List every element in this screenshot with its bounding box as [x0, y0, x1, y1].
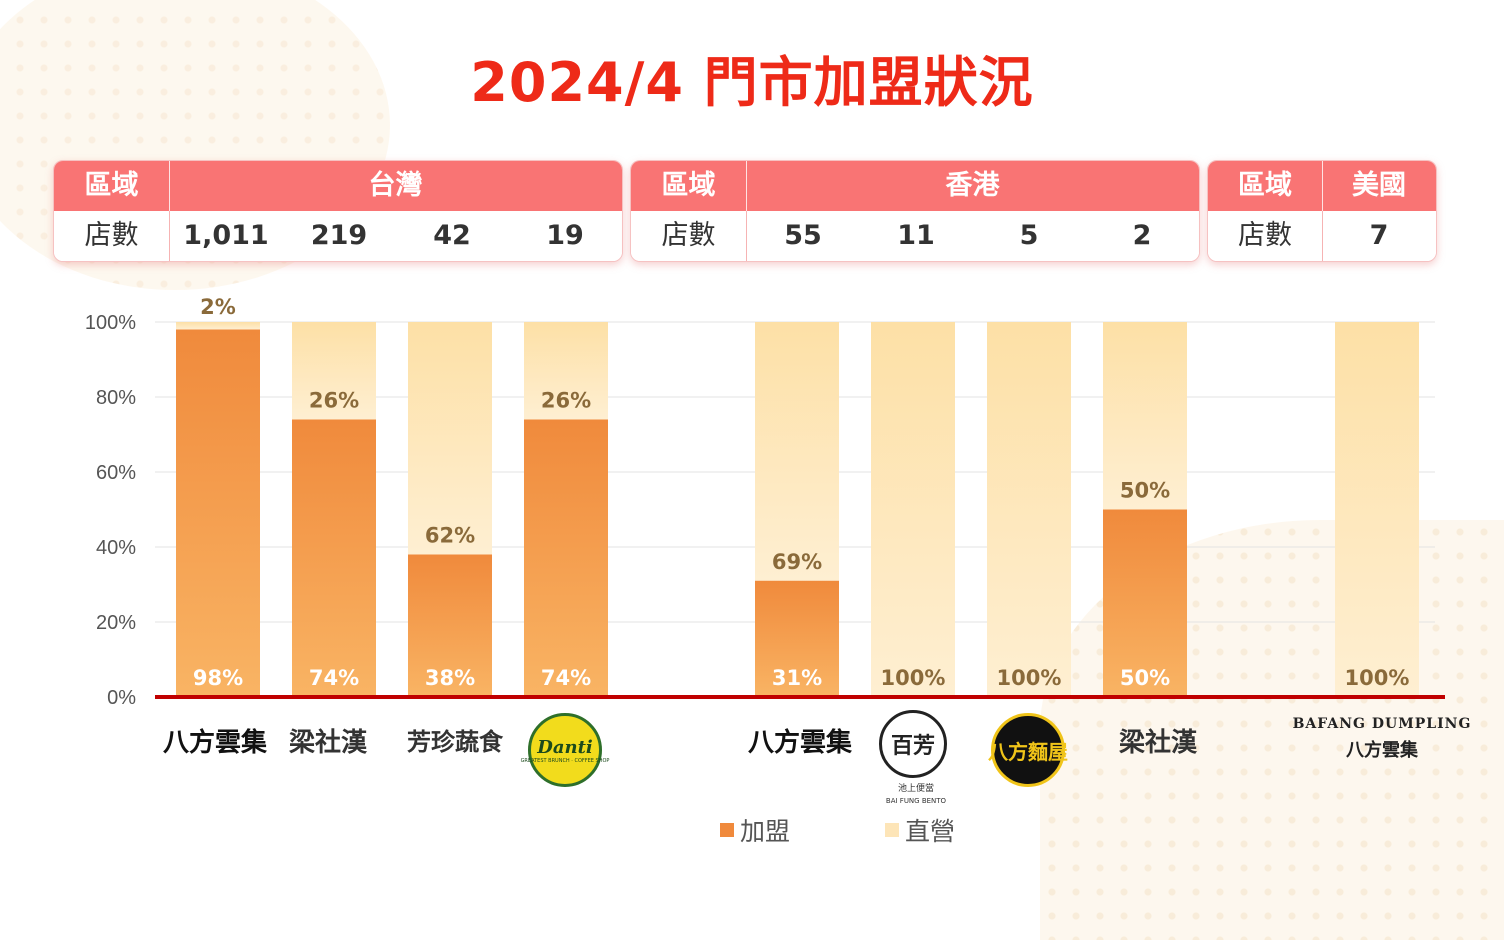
- store-count: 11: [897, 220, 935, 251]
- bar-bottom-label: 98%: [193, 666, 243, 690]
- brand-logo-subtitle: 八方雲集: [1346, 740, 1418, 761]
- bar-direct: [1335, 322, 1419, 697]
- brand-logo-text: BAFANG DUMPLING: [1292, 716, 1472, 732]
- y-tick-label: 100%: [85, 312, 136, 334]
- brand-logo: 八方雲集: [747, 728, 852, 758]
- legend-swatch-direct: [885, 823, 899, 837]
- brand-logo: BAFANG DUMPLING 八方雲集: [1287, 716, 1477, 762]
- count-label: 店數: [1238, 220, 1292, 251]
- region-label: 區域: [661, 170, 716, 201]
- legend-franchise: 加盟: [720, 812, 790, 848]
- bar-franchise: [408, 554, 492, 697]
- bar-franchise: [292, 419, 376, 697]
- bar-top-label: 26%: [309, 389, 359, 413]
- bar-direct: [292, 322, 376, 420]
- bar-bottom-label: 100%: [997, 666, 1062, 690]
- legend-label-franchise: 加盟: [740, 817, 791, 846]
- region-name: 美國: [1352, 170, 1406, 201]
- store-count: 1,011: [183, 220, 269, 251]
- table-count-row: 店數 1,011 219 42 19: [54, 211, 622, 261]
- table-count-row: 店數 55 11 5 2: [631, 211, 1199, 261]
- y-tick-label: 0%: [107, 687, 136, 709]
- brand-logo: 百芳 池上便當 BAI FUNG BENTO: [879, 710, 947, 805]
- y-tick-label: 60%: [96, 462, 136, 484]
- store-count: 55: [784, 220, 822, 251]
- brand-logo-subtitle: GREATEST BRUNCH · COFFEE SHOP: [520, 757, 610, 764]
- bar-direct: [871, 322, 955, 697]
- bar-bottom-label: 100%: [881, 666, 946, 690]
- bar-direct: [176, 322, 260, 330]
- count-label: 店數: [84, 220, 139, 251]
- brand-logo-subtitle-en: BAI FUNG BENTO: [885, 797, 947, 805]
- brand-logo: 梁社漢: [1118, 728, 1197, 758]
- bar-direct: [755, 322, 839, 581]
- store-count: 5: [1019, 220, 1039, 251]
- table-taiwan: 區域 台灣 店數 1,011 219 42 19: [53, 160, 623, 262]
- brand-logo-text: Danti: [537, 736, 593, 758]
- brand-logo: 八方麵屋: [988, 713, 1068, 787]
- bar-bottom-label: 100%: [1345, 666, 1410, 690]
- bar-franchise: [524, 419, 608, 697]
- store-count: 2: [1132, 220, 1152, 251]
- bar-direct: [1103, 322, 1187, 510]
- bar-bottom-label: 31%: [772, 666, 822, 690]
- region-label: 區域: [84, 170, 139, 201]
- brand-logo: 八方雲集: [162, 728, 267, 758]
- table-usa: 區域 美國 店數 7: [1207, 160, 1437, 262]
- bar-franchise: [176, 329, 260, 697]
- bar-top-label: 69%: [772, 550, 822, 574]
- store-count: 19: [546, 220, 584, 251]
- bar-top-label: 26%: [541, 389, 591, 413]
- region-name: 香港: [945, 170, 1000, 201]
- table-hongkong: 區域 香港 店數 55 11 5 2: [630, 160, 1200, 262]
- count-label: 店數: [661, 220, 716, 251]
- table-header-row: 區域 香港: [631, 161, 1199, 211]
- bar-franchise: [755, 580, 839, 697]
- bar-top-label: 62%: [425, 524, 475, 548]
- bar-bottom-label: 50%: [1120, 666, 1170, 690]
- brand-logo: 梁社漢: [288, 728, 367, 758]
- bar-bottom-label: 38%: [425, 666, 475, 690]
- bar-direct: [524, 322, 608, 420]
- y-tick-label: 20%: [96, 612, 136, 634]
- legend-swatch-franchise: [720, 823, 734, 837]
- bar-bottom-label: 74%: [309, 666, 359, 690]
- store-count: 219: [310, 220, 368, 251]
- bar-top-label: 2%: [200, 295, 236, 319]
- brand-logo: 芳珍蔬食: [407, 727, 503, 756]
- y-tick-label: 40%: [96, 537, 136, 559]
- brand-logo-subtitle: 池上便當 BAI FUNG BENTO: [862, 783, 970, 807]
- brand-logo-text: 百芳: [890, 734, 935, 759]
- page-title: 2024/4 門市加盟狀況: [470, 51, 1034, 114]
- bar-direct: [987, 322, 1071, 697]
- bar-direct: [408, 322, 492, 555]
- brand-logo-text: 八方麵屋: [988, 739, 1068, 764]
- bar-top-label: 50%: [1120, 479, 1170, 503]
- store-count: 7: [1369, 220, 1389, 251]
- table-count-row: 店數 7: [1208, 211, 1436, 261]
- bar-franchise: [1103, 509, 1187, 697]
- brand-logo: Danti GREATEST BRUNCH · COFFEE SHOP: [521, 713, 609, 787]
- legend-direct: 直營: [885, 812, 955, 848]
- table-header-row: 區域 台灣: [54, 161, 622, 211]
- legend-label-direct: 直營: [905, 817, 956, 846]
- bar-bottom-label: 74%: [541, 666, 591, 690]
- y-tick-label: 80%: [96, 387, 136, 409]
- table-header-row: 區域 美國: [1208, 161, 1436, 211]
- region-name: 台灣: [368, 170, 423, 201]
- region-label: 區域: [1238, 170, 1292, 201]
- store-count: 42: [433, 220, 471, 251]
- stacked-bar-chart: 0% 20% 40% 60% 80% 100% 98% 2% 74% 26% 38% 62% 74% 2…: [85, 295, 1445, 709]
